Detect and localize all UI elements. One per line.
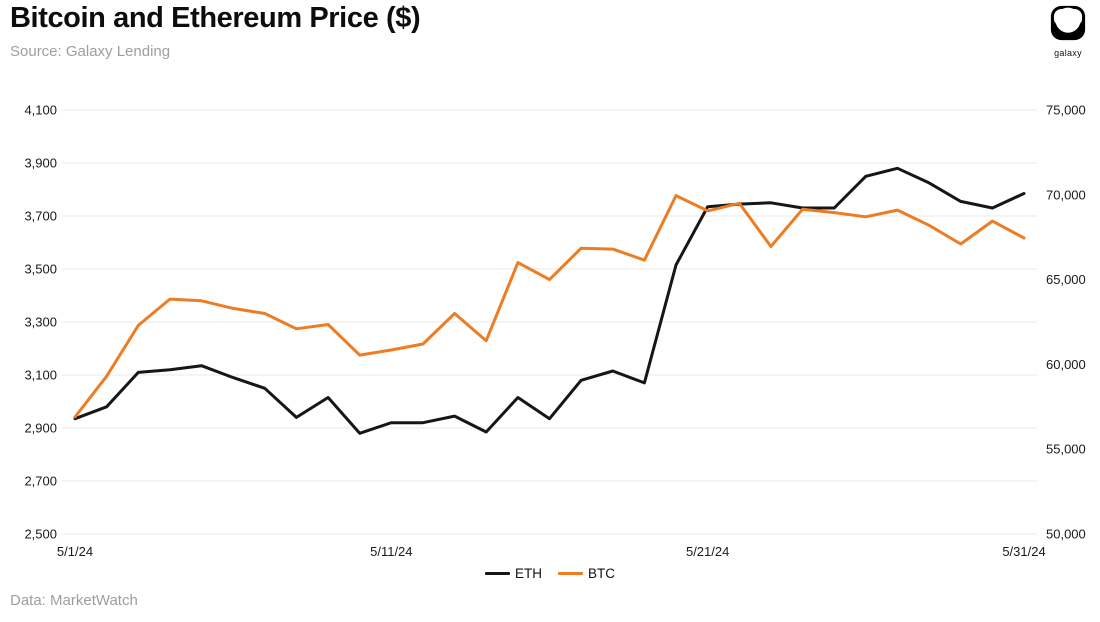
right-axis-tick-label: 75,000 (1046, 103, 1086, 118)
x-axis-tick-label: 5/21/24 (686, 544, 729, 559)
left-axis-tick-label: 3,500 (24, 262, 57, 277)
galaxy-logo-icon (1050, 5, 1086, 41)
eth-legend-swatch (485, 572, 510, 575)
legend-item-eth: ETH (485, 566, 542, 581)
legend-item-btc: BTC (558, 566, 615, 581)
left-axis-tick-label: 3,900 (24, 156, 57, 171)
right-axis-tick-label: 65,000 (1046, 272, 1086, 287)
right-axis-tick-label: 50,000 (1046, 527, 1086, 542)
left-axis-tick-label: 3,700 (24, 209, 57, 224)
left-axis-tick-label: 3,100 (24, 368, 57, 383)
left-axis-tick-label: 3,300 (24, 315, 57, 330)
btc-legend-label: BTC (588, 566, 615, 581)
x-axis-tick-label: 5/11/24 (370, 544, 412, 559)
btc-line (73, 194, 1026, 419)
eth-legend-label: ETH (515, 566, 542, 581)
chart-legend: ETH BTC (0, 566, 1100, 581)
brand-logo: galaxy (1044, 4, 1092, 58)
page-title: Bitcoin and Ethereum Price ($) (10, 2, 421, 34)
left-axis-tick-label: 2,900 (24, 421, 57, 436)
right-axis-tick-label: 55,000 (1046, 442, 1086, 457)
left-axis-tick-label: 4,100 (24, 103, 57, 118)
right-axis-tick-label: 60,000 (1046, 357, 1086, 372)
x-axis-tick-label: 5/31/24 (1002, 544, 1045, 559)
source-caption: Source: Galaxy Lending (10, 43, 171, 61)
left-axis-tick-label: 2,500 (24, 527, 57, 542)
chart-header: Bitcoin and Ethereum Price ($) Source: G… (10, 2, 421, 61)
brand-logo-label: galaxy (1054, 48, 1082, 58)
btc-legend-swatch (558, 572, 583, 575)
x-axis-tick-label: 5/1/24 (57, 544, 93, 559)
right-axis-tick-label: 70,000 (1046, 187, 1086, 202)
left-axis-tick-label: 2,700 (24, 474, 57, 489)
eth-line (73, 166, 1026, 435)
data-credit: Data: MarketWatch (10, 592, 138, 609)
